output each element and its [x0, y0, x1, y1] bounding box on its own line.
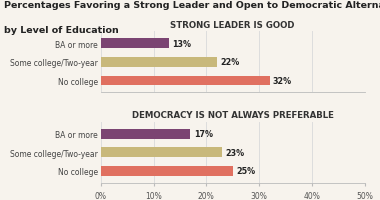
Text: 22%: 22% [220, 58, 239, 67]
Text: 13%: 13% [173, 40, 192, 48]
Text: by Level of Education: by Level of Education [4, 26, 119, 35]
Bar [101, 129, 190, 139]
Text: 23%: 23% [225, 148, 244, 157]
Text: 17%: 17% [194, 130, 213, 138]
Bar [101, 166, 233, 176]
Text: 25%: 25% [236, 167, 255, 175]
Bar [101, 148, 222, 157]
Text: 32%: 32% [273, 77, 292, 85]
Text: Percentages Favoring a Strong Leader and Open to Democratic Alternatives: Percentages Favoring a Strong Leader and… [4, 1, 380, 10]
Bar [101, 76, 270, 86]
Title: STRONG LEADER IS GOOD: STRONG LEADER IS GOOD [171, 21, 295, 30]
Bar [101, 39, 169, 49]
Bar [101, 58, 217, 67]
Title: DEMOCRACY IS NOT ALWAYS PREFERABLE: DEMOCRACY IS NOT ALWAYS PREFERABLE [132, 111, 334, 120]
